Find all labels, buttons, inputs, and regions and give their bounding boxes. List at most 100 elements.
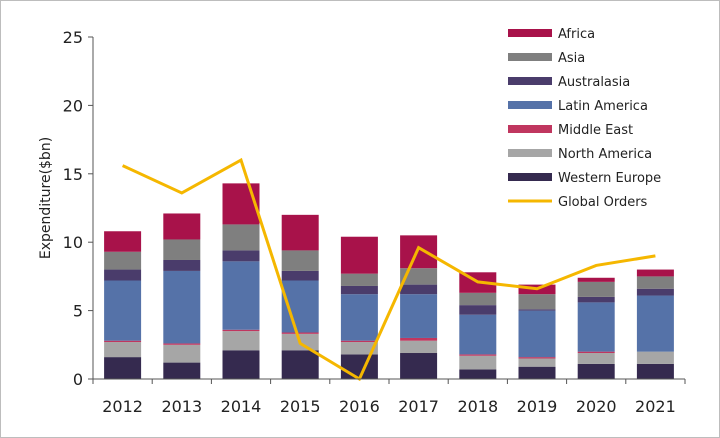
bar-north-america-2012	[104, 342, 142, 358]
bar-latin-america-2017	[400, 294, 438, 338]
bar-middle-east-2012	[104, 340, 142, 343]
y-tick-label-0: 0	[73, 370, 83, 389]
legend: Africa Asia Australasia Latin America Middle…	[508, 27, 661, 210]
bar-western-europe-2016	[340, 354, 378, 379]
legend-swatch-north-america	[508, 149, 552, 157]
bar-africa-2021	[636, 269, 674, 277]
x-tick-label-2014: 2014	[221, 397, 262, 416]
legend-swatch-asia	[508, 53, 552, 61]
bar-western-europe-2018	[459, 369, 497, 379]
bar-western-europe-2012	[104, 357, 142, 379]
bar-middle-east-2016	[340, 340, 378, 343]
bar-middle-east-2014	[222, 329, 260, 332]
bar-australasia-2018	[459, 305, 497, 315]
plot-area	[104, 157, 674, 382]
bar-western-europe-2019	[518, 366, 556, 379]
bar-middle-east-2017	[400, 337, 438, 341]
bar-north-america-2020	[577, 353, 615, 364]
bar-asia-2016	[340, 273, 378, 286]
x-tick-label-2019: 2019	[517, 397, 558, 416]
bar-australasia-2016	[340, 285, 378, 295]
x-tick-label-2016: 2016	[339, 397, 380, 416]
bar-north-america-2013	[163, 344, 201, 363]
y-tick-label-15: 15	[63, 165, 83, 184]
bar-middle-east-2013	[163, 343, 201, 345]
bar-australasia-2012	[104, 269, 142, 281]
legend-swatch-western-europe	[508, 173, 552, 181]
bar-middle-east-2015	[281, 332, 319, 334]
bar-latin-america-2014	[222, 261, 260, 330]
bar-africa-2014	[222, 183, 260, 225]
bar-australasia-2014	[222, 250, 260, 262]
legend-label-asia: Asia	[558, 51, 585, 66]
bar-north-america-2017	[400, 340, 438, 354]
legend-label-australasia: Australasia	[558, 75, 630, 90]
bar-latin-america-2013	[163, 270, 201, 344]
bar-western-europe-2017	[400, 353, 438, 379]
y-tick-label-10: 10	[63, 233, 83, 252]
bar-australasia-2015	[281, 270, 319, 281]
bar-asia-2018	[459, 292, 497, 306]
bar-western-europe-2014	[222, 350, 260, 379]
bar-asia-2013	[163, 239, 201, 260]
bar-asia-2021	[636, 276, 674, 289]
bar-asia-2012	[104, 251, 142, 270]
legend-swatch-latin-america	[508, 101, 552, 109]
bar-asia-2020	[577, 281, 615, 297]
legend-swatch-middle-east	[508, 125, 552, 133]
bar-western-europe-2015	[281, 350, 319, 379]
x-tick-label-2015: 2015	[280, 397, 321, 416]
legend-label-latin-america: Latin America	[558, 99, 648, 114]
x-tick-label-2012: 2012	[102, 397, 143, 416]
x-tick-label-2017: 2017	[398, 397, 439, 416]
bar-africa-2020	[577, 277, 615, 282]
x-tick-label-2018: 2018	[457, 397, 498, 416]
bar-africa-2015	[281, 214, 319, 251]
legend-label-middle-east: Middle East	[558, 123, 633, 138]
axes: 0 5 10 15 20 25 2012 2013 2014 2015 2016 2017 2018 20…	[63, 28, 686, 416]
bar-asia-2017	[400, 268, 438, 285]
bar-latin-america-2012	[104, 280, 142, 341]
bar-africa-2013	[163, 213, 201, 240]
bar-australasia-2017	[400, 284, 438, 295]
legend-swatch-australasia	[508, 77, 552, 85]
bar-latin-america-2020	[577, 302, 615, 352]
bar-africa-2017	[400, 235, 438, 269]
bar-australasia-2021	[636, 288, 674, 296]
bar-asia-2019	[518, 294, 556, 310]
bar-north-america-2021	[636, 351, 674, 364]
y-tick-label-20: 20	[63, 96, 83, 115]
x-tick-label-2013: 2013	[161, 397, 202, 416]
bar-latin-america-2018	[459, 314, 497, 355]
bar-asia-2014	[222, 224, 260, 251]
bar-australasia-2013	[163, 259, 201, 271]
bar-latin-america-2016	[340, 294, 378, 341]
bar-western-europe-2021	[636, 363, 674, 379]
bar-latin-america-2021	[636, 295, 674, 352]
legend-label-global-orders: Global Orders	[558, 195, 648, 210]
bar-middle-east-2018	[459, 354, 497, 356]
bar-north-america-2018	[459, 355, 497, 370]
bar-asia-2015	[281, 250, 319, 271]
legend-label-western-europe: Western Europe	[558, 171, 661, 186]
bar-australasia-2020	[577, 296, 615, 303]
bar-north-america-2019	[518, 358, 556, 367]
bar-australasia-2019	[518, 309, 556, 311]
y-axis-label: Expenditure($bn)	[38, 137, 54, 259]
bar-north-america-2014	[222, 331, 260, 351]
legend-label-africa: Africa	[558, 27, 595, 42]
line-global-orders	[121, 157, 656, 382]
bar-western-europe-2020	[577, 363, 615, 379]
bar-africa-2016	[340, 236, 378, 274]
bar-middle-east-2020	[577, 351, 615, 354]
x-tick-label-2020: 2020	[576, 397, 617, 416]
x-tick-label-2021: 2021	[635, 397, 676, 416]
legend-swatch-africa	[508, 29, 552, 37]
bar-middle-east-2019	[518, 357, 556, 359]
y-tick-label-5: 5	[73, 302, 83, 321]
legend-label-north-america: North America	[558, 147, 652, 162]
bar-western-europe-2013	[163, 362, 201, 379]
bar-latin-america-2019	[518, 310, 556, 358]
y-tick-label-25: 25	[63, 28, 83, 47]
